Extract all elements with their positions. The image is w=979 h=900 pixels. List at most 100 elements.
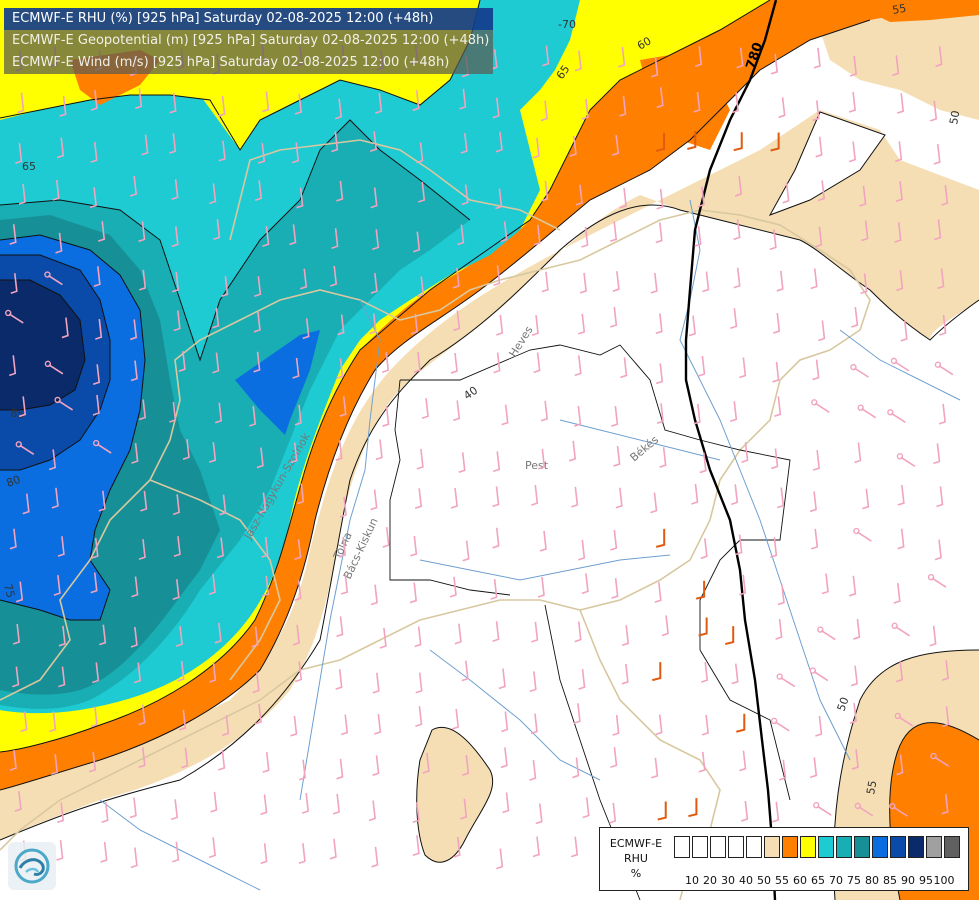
legend-title: ECMWF-E RHU % [604,836,668,881]
wind-barb [58,625,66,647]
wind-barb [381,352,390,374]
wind-barb [296,187,304,209]
wind-barb [61,317,69,339]
wind-barb [495,188,503,210]
wind-barb [540,100,548,122]
wind-barb [938,403,946,425]
wind-barb [610,529,618,551]
wind-barb [99,624,107,646]
wind-barb [222,715,230,737]
wind-barb [537,576,545,598]
wind-barb [98,490,106,512]
wind-barb [414,488,423,510]
wind-barb [733,132,743,152]
wind-barb [252,672,260,694]
wind-barb-station [813,802,820,809]
wind-barb [810,757,818,779]
legend-tick-label: 55 [775,874,789,887]
wind-barb [19,444,35,455]
wind-barb [177,660,185,682]
wind-barb [541,271,549,293]
map-title-box: ECMWF-E RHU (%) [925 hPa] Saturday 02-08… [4,8,493,76]
wind-barb [610,306,618,328]
wind-barb [659,447,667,468]
wind-barbs [5,43,954,870]
wind-barb [848,141,856,163]
wind-barb [693,403,701,425]
wind-barb [52,179,60,201]
wind-barb [933,143,941,165]
wind-barb [741,442,749,463]
wind-barb [261,537,269,558]
legend-swatch [800,836,816,858]
wind-barb [896,270,904,292]
wind-barb [540,400,549,422]
wind-barb [611,578,619,599]
wind-barb [53,575,61,596]
wind-barb [131,443,139,464]
wind-barb [574,50,582,72]
wind-barb [382,406,390,427]
wind-barb [770,132,780,152]
wind-barb [248,405,257,427]
wind-barb [861,220,869,242]
wind-barb [612,271,620,292]
wind-barb [492,451,501,473]
wind-barb [655,714,663,736]
legend-tick-label: 100 [933,874,955,887]
wind-barb [382,526,390,548]
wind-barb [453,310,461,332]
wind-barb [733,219,741,241]
wind-barb [332,793,341,815]
wind-barb [777,584,785,606]
wind-barb [138,221,146,243]
wind-barb [572,757,580,779]
wind-barb [500,747,508,769]
wind-barb [449,576,457,598]
legend-tick-label: 10 [685,874,699,887]
wind-barb [611,406,619,427]
wind-barb [138,747,146,769]
wind-barb-station [817,626,824,633]
wind-barb [95,319,103,340]
wind-barb [212,352,220,374]
wind-barb [615,487,623,509]
title-rhu: ECMWF-E RHU (%) [925 hPa] Saturday 02-08… [4,8,493,30]
wind-barb [90,572,98,594]
wind-barb [218,95,226,117]
wind-barb [340,714,349,736]
rivers [99,199,961,891]
wind-barb [140,490,148,512]
wind-barb-station [44,271,51,278]
contour-label: -70 [558,18,576,31]
wind-barb [221,276,229,298]
wind-barb [138,704,146,726]
ecmwf-logo-icon [8,842,56,890]
wind-barb [56,840,64,861]
wind-barb [531,621,539,643]
wind-barb [251,626,259,648]
wind-barb [453,836,461,858]
wind-barb [452,400,461,422]
wind-barb [9,355,17,377]
wind-barb [810,268,818,290]
wind-barb [816,805,832,816]
wind-barb [736,47,744,69]
wind-barb [738,574,747,596]
wind-barb [501,404,509,426]
wind-barb [542,45,550,67]
wind-barb [741,800,749,822]
wind-barb [461,184,469,206]
wind-barb [941,185,949,206]
wind-barb [655,313,663,335]
wind-barb [531,315,539,336]
wind-barb [294,539,302,560]
wind-barb [532,836,540,858]
wind-barb [541,180,549,202]
wind-barb-station [92,439,100,447]
rh-band-50-island [416,727,493,863]
wind-barb [657,801,667,821]
wind-barb [47,274,63,286]
legend-tick-label: 90 [901,874,915,887]
wind-barb [502,792,510,814]
